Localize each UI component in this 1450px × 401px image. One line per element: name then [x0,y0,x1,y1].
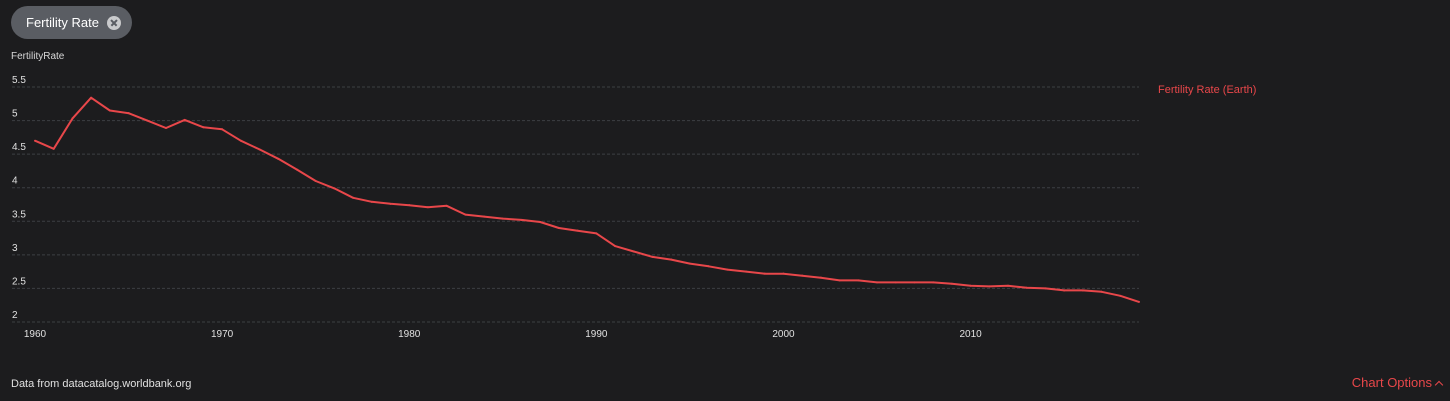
data-point[interactable] [164,126,167,129]
legend-entry[interactable]: Fertility Rate (Earth) [1158,84,1257,96]
data-point[interactable] [71,117,74,120]
x-tick-label: 2000 [772,329,795,340]
y-tick-label: 5.5 [12,75,26,86]
data-point[interactable] [557,227,560,229]
y-axis-title: FertilityRate [11,51,65,62]
close-icon[interactable] [106,15,121,30]
y-tick-label: 2.5 [12,276,26,287]
y-tick-label: 3.5 [12,209,26,220]
data-point[interactable] [801,274,804,277]
data-point[interactable] [1007,284,1010,287]
x-tick-label: 1980 [398,329,421,340]
data-point[interactable] [202,126,205,129]
chevron-up-icon [1434,380,1444,389]
data-point[interactable] [1138,300,1140,303]
data-point[interactable] [408,204,411,207]
data-point[interactable] [52,147,55,150]
data-point[interactable] [146,119,149,122]
data-point[interactable] [483,215,486,218]
data-point[interactable] [314,180,317,182]
data-point[interactable] [857,279,860,282]
data-point[interactable] [576,229,579,232]
data-point[interactable] [670,258,673,261]
data-point[interactable] [389,202,392,205]
data-point[interactable] [819,276,822,279]
data-point[interactable] [894,281,897,284]
data-point[interactable] [782,272,785,275]
data-point[interactable] [726,268,729,271]
data-point[interactable] [614,245,617,248]
x-tick-label: 1990 [585,329,608,340]
data-point[interactable] [1025,286,1028,289]
y-tick-label: 3 [12,243,18,254]
x-tick-label: 2010 [959,329,982,340]
grid-lines [12,86,1139,323]
data-point[interactable] [932,281,935,284]
data-point[interactable] [501,217,504,220]
data-point[interactable] [539,220,542,223]
data-point[interactable] [1081,289,1084,292]
data-point[interactable] [352,196,355,199]
data-point[interactable] [595,232,598,235]
chart-options-label: Chart Options [1351,375,1432,390]
data-point[interactable] [445,204,448,207]
data-point[interactable] [1044,287,1047,290]
data-point[interactable] [1100,290,1103,293]
data-point[interactable] [1119,294,1122,297]
series-line[interactable] [34,96,1140,303]
data-point[interactable] [969,284,972,287]
chart-options-button[interactable]: Chart Options [1351,375,1444,390]
y-axis-ticks: 2 2.5 3 3.5 4 4.5 5 5.5 [12,75,26,321]
data-point[interactable] [950,282,953,285]
fertility-rate-filter-chip[interactable]: Fertility Rate [11,6,132,39]
data-point[interactable] [258,148,261,151]
data-point[interactable] [988,285,991,288]
data-point[interactable] [838,279,841,282]
data-point[interactable] [333,187,336,190]
data-point[interactable] [763,272,766,275]
data-point[interactable] [520,218,523,221]
y-tick-label: 2 [12,310,18,321]
data-point[interactable] [913,281,916,284]
data-point[interactable] [239,139,242,142]
data-point[interactable] [277,157,280,160]
data-point[interactable] [464,213,467,216]
data-point[interactable] [34,139,36,142]
data-point[interactable] [183,118,186,121]
data-point[interactable] [127,112,130,115]
data-point[interactable] [108,109,111,112]
filter-chip-label: Fertility Rate [26,15,99,30]
data-point[interactable] [688,262,691,265]
x-tick-label: 1960 [24,329,47,340]
data-point[interactable] [707,265,710,268]
data-point[interactable] [876,281,879,284]
y-tick-label: 5 [12,109,18,120]
data-point[interactable] [370,200,373,203]
x-tick-label: 1970 [211,329,234,340]
data-point[interactable] [295,168,298,171]
x-axis-ticks: 1960 1970 1980 1990 2000 2010 [24,329,982,340]
data-point[interactable] [90,96,93,99]
data-point[interactable] [632,250,635,253]
data-point[interactable] [426,206,429,209]
data-source-note: Data from datacatalog.worldbank.org [11,378,192,390]
y-tick-label: 4 [12,176,18,187]
data-point[interactable] [1063,289,1066,292]
data-point[interactable] [651,255,654,258]
series-layer [34,96,1140,303]
data-point[interactable] [221,128,224,131]
data-point[interactable] [745,270,748,273]
y-tick-label: 4.5 [12,142,26,153]
